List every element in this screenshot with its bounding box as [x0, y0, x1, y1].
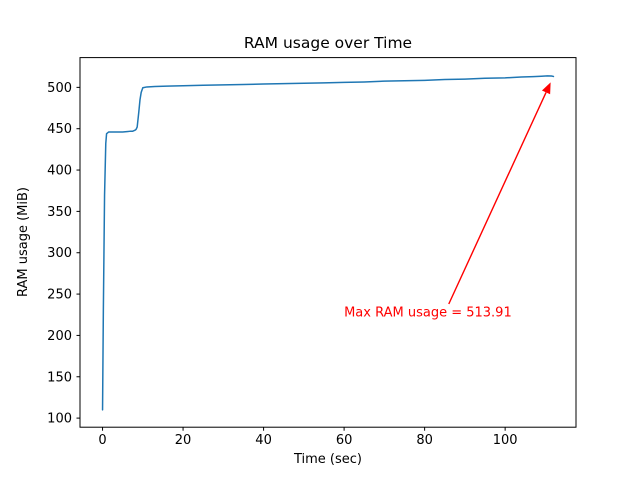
y-tick-label: 450: [47, 122, 72, 137]
y-axis-label: RAM usage (MiB): [16, 187, 31, 297]
x-tick-label: 100: [493, 433, 518, 448]
x-axis-label: Time (sec): [293, 452, 362, 467]
y-tick-label: 250: [47, 288, 72, 303]
x-tick-label: 80: [416, 433, 433, 448]
y-tick-label: 100: [47, 412, 72, 427]
x-tick-label: 20: [175, 433, 192, 448]
annotation-arrow-line: [448, 92, 547, 305]
max-ram-annotation: Max RAM usage = 513.91: [344, 305, 512, 320]
annotation-arrow-head: [541, 82, 551, 95]
axes-spines: [79, 57, 577, 428]
x-tick-label: 0: [98, 433, 106, 448]
chart-title: RAM usage over Time: [244, 34, 412, 52]
y-tick-label: 500: [47, 81, 72, 96]
x-tick-label: 40: [255, 433, 272, 448]
y-tick-label: 350: [47, 205, 72, 220]
y-tick-label: 200: [47, 329, 72, 344]
y-tick-label: 400: [47, 164, 72, 179]
plot-area: 0 20 40 60 80 100 100 150 200 250 300 350 400 450 500 M…: [47, 57, 577, 448]
x-tick-label: 60: [336, 433, 353, 448]
y-tick-label: 150: [47, 370, 72, 385]
y-tick-label: 300: [47, 246, 72, 261]
ram-usage-line: [101, 75, 555, 411]
